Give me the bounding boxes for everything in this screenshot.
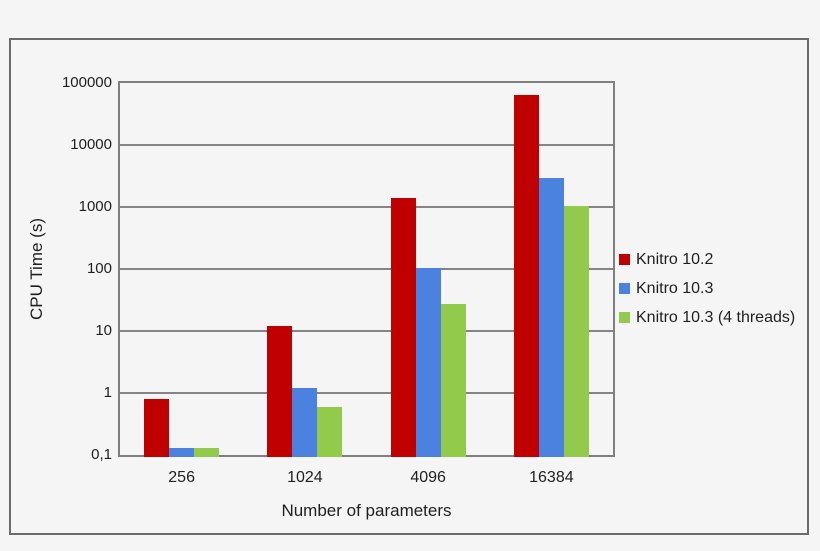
x-axis-category-label-4096: 4096 <box>410 469 446 486</box>
plot-area <box>120 83 613 457</box>
bar-knitro-10-3-4-threads-1024 <box>317 406 343 457</box>
y-axis-tick-label: 1 <box>103 384 112 401</box>
x-axis-category-label-16384: 16384 <box>529 469 574 486</box>
y-axis-tick-label: 1000 <box>78 198 112 215</box>
legend-item-knitro-10-3-4-threads: Knitro 10.3 (4 threads) <box>619 303 795 332</box>
gridline-100 <box>120 268 613 270</box>
x-axis-category-label-256: 256 <box>168 469 195 486</box>
gridline-1000 <box>120 206 613 208</box>
x-axis-title: Number of parameters <box>281 501 452 520</box>
y-axis-tick-label: 100 <box>86 260 112 277</box>
gridline-10 <box>120 330 613 332</box>
legend: Knitro 10.2 Knitro 10.3 Knitro 10.3 (4 thr… <box>619 245 795 332</box>
bar-knitro-10-3-256 <box>169 447 195 457</box>
bar-knitro-10-3-4-threads-256 <box>194 447 220 457</box>
legend-swatch-icon <box>619 283 630 294</box>
legend-label: Knitro 10.2 <box>636 250 714 268</box>
bar-knitro-10-2-1024 <box>267 326 293 457</box>
bar-knitro-10-3-16384 <box>538 178 564 457</box>
bar-knitro-10-2-16384 <box>513 94 539 457</box>
legend-label: Knitro 10.3 <box>636 279 714 297</box>
legend-swatch-icon <box>619 254 630 265</box>
legend-item-knitro-10-3: Knitro 10.3 <box>619 274 795 303</box>
bar-knitro-10-2-4096 <box>390 197 416 457</box>
y-axis-tick-label: 0,1 <box>91 446 112 463</box>
y-axis-tick-label: 10 <box>95 322 112 339</box>
y-axis-tick-label: 10000 <box>70 136 112 153</box>
bar-knitro-10-2-256 <box>144 399 170 457</box>
bar-knitro-10-3-4096 <box>415 267 441 457</box>
gridline-1 <box>120 392 613 394</box>
gridline-10000 <box>120 144 613 146</box>
y-axis-tick-label: 100000 <box>61 74 112 91</box>
legend-swatch-icon <box>619 312 630 323</box>
x-axis-category-label-1024: 1024 <box>287 469 323 486</box>
legend-label: Knitro 10.3 (4 threads) <box>636 308 796 326</box>
bar-knitro-10-3-4-threads-16384 <box>563 205 589 457</box>
bar-knitro-10-3-1024 <box>292 388 318 457</box>
legend-item-knitro-10-2: Knitro 10.2 <box>619 245 795 274</box>
bar-knitro-10-3-4-threads-4096 <box>440 304 466 457</box>
